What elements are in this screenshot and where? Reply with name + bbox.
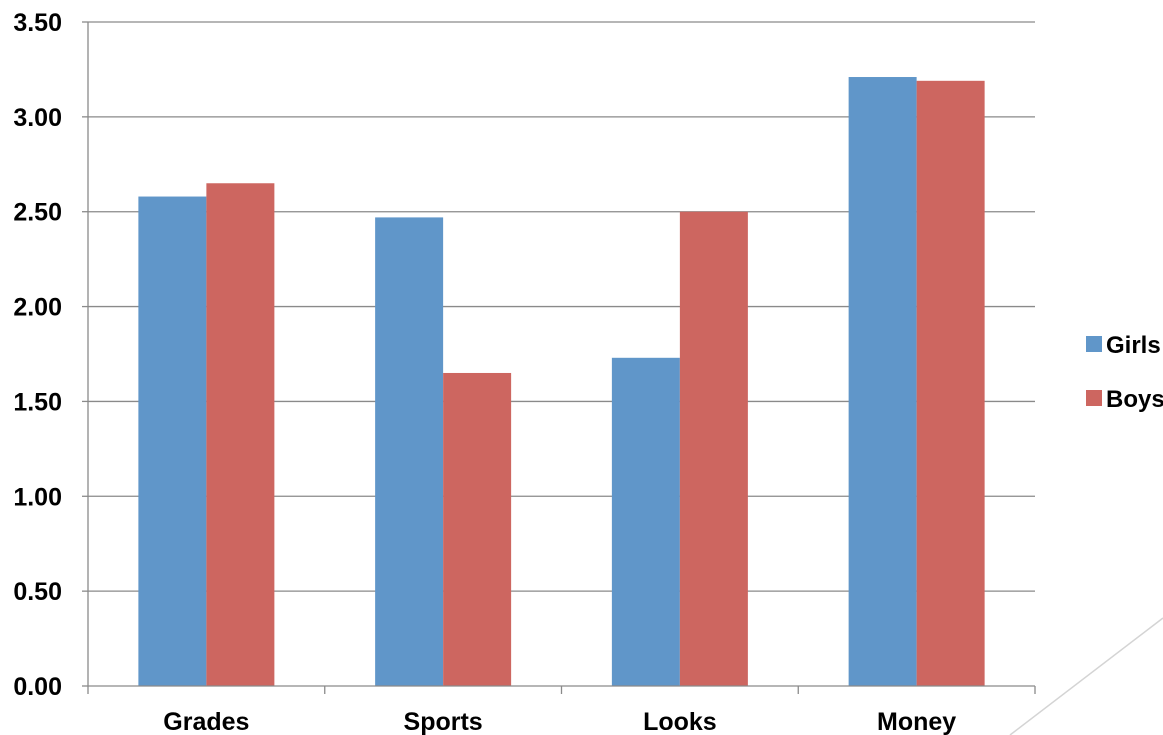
legend-label-boys: Boys [1106, 386, 1163, 413]
y-tick-label: 2.50 [13, 199, 62, 227]
x-category-label: Looks [643, 708, 717, 735]
legend-swatch-boys [1086, 390, 1102, 406]
y-tick-labels: 0.00 0.50 1.00 1.50 2.00 2.50 3.00 3.50 [13, 9, 62, 701]
x-category-label: Grades [163, 708, 249, 735]
y-tick-label: 3.50 [13, 9, 62, 37]
category-labels: Grades Sports Looks Money [163, 708, 956, 735]
bar-girls-money [848, 77, 917, 686]
bar-girls-grades [138, 196, 207, 686]
y-tick-label: 0.50 [13, 578, 62, 606]
bar-boys-money [916, 80, 985, 687]
x-category-label: Money [877, 708, 956, 735]
y-tick-label: 3.00 [13, 104, 62, 132]
y-tick-label: 0.00 [13, 673, 62, 701]
axes [82, 21, 1036, 694]
y-tick-label: 2.00 [13, 294, 62, 322]
bar-boys-grades [206, 183, 275, 686]
bar-boys-looks [679, 211, 748, 686]
legend-label-girls: Girls [1106, 332, 1161, 359]
legend: Girls Boys [1086, 332, 1163, 413]
decorative-corner-line [1009, 617, 1163, 735]
bars [138, 77, 985, 687]
bar-girls-sports [375, 217, 444, 687]
bar-girls-looks [611, 357, 680, 686]
bar-boys-sports [443, 372, 512, 686]
x-category-label: Sports [404, 708, 483, 735]
y-tick-label: 1.50 [13, 388, 62, 416]
legend-swatch-girls [1086, 336, 1102, 352]
y-tick-label: 1.00 [13, 483, 62, 511]
